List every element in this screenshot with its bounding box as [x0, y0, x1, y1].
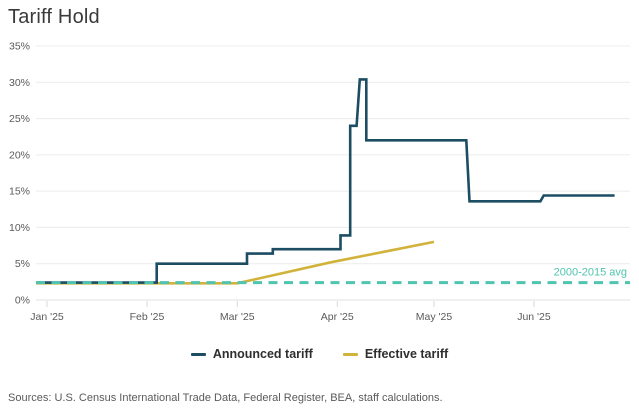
y-axis-label-25%: 25%	[9, 113, 30, 125]
y-axis-label-30%: 30%	[9, 77, 30, 89]
x-axis-label-Feb-25: Feb '25	[130, 311, 165, 323]
announced-tariff-line	[36, 78, 615, 284]
avg-line-label: 2000-2015 avg	[554, 267, 627, 279]
x-axis-label-Jun-25: Jun '25	[517, 311, 551, 323]
x-axis-label-Mar-25: Mar '25	[220, 311, 255, 323]
y-axis-label-5%: 5%	[15, 258, 30, 270]
legend-label-effective: Effective tariff	[364, 347, 449, 361]
y-axis-label-10%: 10%	[9, 222, 30, 234]
y-axis-label-15%: 15%	[9, 186, 30, 198]
x-axis-label-Apr-25: Apr '25	[321, 311, 354, 323]
announced-tariff-swatch	[190, 352, 206, 356]
x-axis-label-May-25: May '25	[416, 311, 453, 323]
y-axis-label-35%: 35%	[9, 41, 30, 53]
legend-label-announced: Announced tariff	[212, 347, 313, 361]
tariff-chart-plot: 0% 5% 10% 15% 20% 25% 30% 35% Jan '25 Feb '25 Mar …	[9, 41, 630, 323]
legend-item-effective: Effective tariff	[342, 347, 449, 361]
sources-footnote: Sources: U.S. Census International Trade…	[8, 392, 443, 404]
effective-tariff-swatch	[342, 352, 358, 356]
legend-item-announced: Announced tariff	[190, 347, 313, 361]
chart-legend: Announced tariff Effective tariff	[0, 347, 639, 361]
x-axis-label-Jan-25: Jan '25	[30, 311, 64, 323]
y-axis-label-0%: 0%	[15, 295, 30, 307]
y-axis-label-20%: 20%	[9, 149, 30, 161]
chart-title: Tariff Hold	[8, 6, 100, 28]
